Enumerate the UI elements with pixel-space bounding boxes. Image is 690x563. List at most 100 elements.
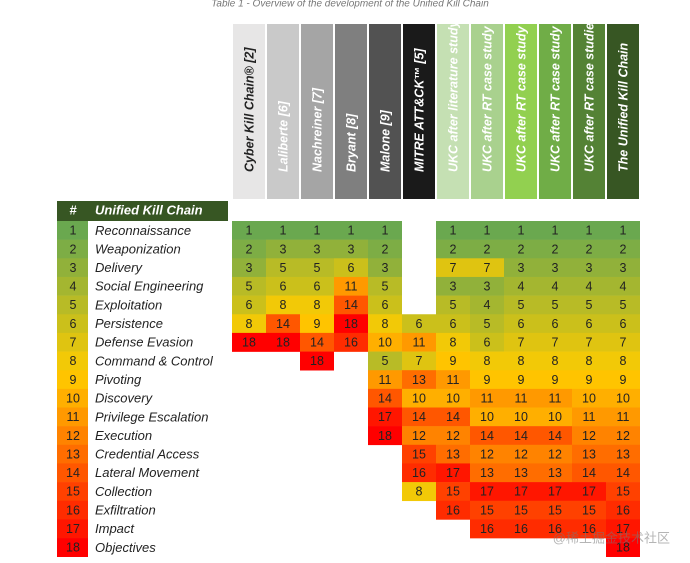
cell xyxy=(436,276,470,296)
cell-value: 5 xyxy=(382,280,389,294)
cell-value: 7 xyxy=(620,336,627,350)
cell-value: 17 xyxy=(616,522,630,536)
cell xyxy=(572,407,606,427)
cell-value: 6 xyxy=(518,317,525,331)
cell xyxy=(436,444,470,464)
cell xyxy=(538,388,572,408)
cell-value: 14 xyxy=(378,391,392,405)
cell xyxy=(300,295,334,315)
cell xyxy=(402,388,436,408)
column-header: UKC after RT case study 1 xyxy=(480,16,494,172)
cell-value: 2 xyxy=(450,242,457,256)
cell xyxy=(538,500,572,520)
cell-value: 12 xyxy=(582,429,596,443)
cell-value: 1 xyxy=(518,224,525,238)
cell xyxy=(538,426,572,446)
cell-value: 16 xyxy=(480,522,494,536)
cell-value: 14 xyxy=(582,466,596,480)
row-number: 2 xyxy=(70,242,77,256)
cell-value: 10 xyxy=(616,391,630,405)
row-number: 5 xyxy=(70,298,77,312)
cell-value: 13 xyxy=(616,447,630,461)
cell-value: 3 xyxy=(552,261,559,275)
row-number-bg xyxy=(57,351,88,371)
cell-value: 13 xyxy=(514,466,528,480)
row-number-bg xyxy=(57,482,88,502)
cell-value: 8 xyxy=(314,298,321,312)
cell xyxy=(572,482,606,502)
cell xyxy=(606,295,640,315)
cell-value: 1 xyxy=(348,224,355,238)
row-phase: Weaponization xyxy=(95,241,181,256)
cell xyxy=(572,276,606,296)
cell-value: 5 xyxy=(552,298,559,312)
cell-value: 14 xyxy=(310,336,324,350)
cell xyxy=(300,239,334,259)
cell xyxy=(572,351,606,371)
cell xyxy=(436,407,470,427)
cell-value: 17 xyxy=(378,410,392,424)
cell-value: 11 xyxy=(549,391,562,405)
row-number-bg xyxy=(57,426,88,446)
cell-value: 16 xyxy=(344,336,358,350)
row-phase: Objectives xyxy=(95,540,156,555)
cell xyxy=(334,276,368,296)
cell-value: 6 xyxy=(450,317,457,331)
cell-value: 10 xyxy=(480,410,494,424)
cell xyxy=(538,332,572,352)
cell-value: 3 xyxy=(314,242,321,256)
cell-value: 15 xyxy=(480,503,494,517)
cell-value: 6 xyxy=(348,261,355,275)
cell-value: 10 xyxy=(582,391,596,405)
cell xyxy=(368,295,402,315)
cell-value: 2 xyxy=(620,242,627,256)
cell xyxy=(470,426,504,446)
cell xyxy=(402,332,436,352)
cell xyxy=(470,221,504,240)
cell-value: 9 xyxy=(450,354,457,368)
watermark: @稀土掘金技术社区 xyxy=(553,530,670,545)
cell xyxy=(368,351,402,371)
cell-value: 6 xyxy=(314,280,321,294)
cell-value: 8 xyxy=(382,317,389,331)
cell xyxy=(436,426,470,446)
cell-value: 15 xyxy=(548,503,562,517)
cell xyxy=(538,239,572,259)
cell-value: 7 xyxy=(450,261,457,275)
cell-value: 15 xyxy=(514,503,528,517)
cell xyxy=(436,500,470,520)
cell-value: 14 xyxy=(480,429,494,443)
cell-value: 2 xyxy=(246,242,253,256)
cell xyxy=(470,314,504,334)
cell xyxy=(470,332,504,352)
cell-value: 3 xyxy=(518,261,525,275)
cell xyxy=(436,332,470,352)
cell xyxy=(368,407,402,427)
cell xyxy=(368,388,402,408)
cell xyxy=(334,221,368,240)
cell-value: 1 xyxy=(246,224,253,238)
cell xyxy=(606,444,640,464)
cell xyxy=(606,500,640,520)
cell xyxy=(538,444,572,464)
cell xyxy=(504,221,538,240)
column-header: Laliberte [6] xyxy=(276,100,290,172)
cell-value: 5 xyxy=(586,298,593,312)
cell-value: 3 xyxy=(382,261,389,275)
cell-value: 15 xyxy=(582,503,596,517)
row-phase: Impact xyxy=(95,521,135,536)
column-header-bg xyxy=(233,24,265,199)
row-number: 11 xyxy=(67,410,80,424)
cell-value: 7 xyxy=(484,261,491,275)
cell xyxy=(402,351,436,371)
cell-value: 2 xyxy=(518,242,525,256)
column-header: Malone [9] xyxy=(378,109,392,172)
cell xyxy=(368,239,402,259)
cell xyxy=(436,239,470,259)
cell xyxy=(368,258,402,278)
column-header-bg xyxy=(301,24,333,199)
cell-value: 8 xyxy=(586,354,593,368)
cell xyxy=(470,388,504,408)
cell-value: 6 xyxy=(552,317,559,331)
cell xyxy=(538,258,572,278)
